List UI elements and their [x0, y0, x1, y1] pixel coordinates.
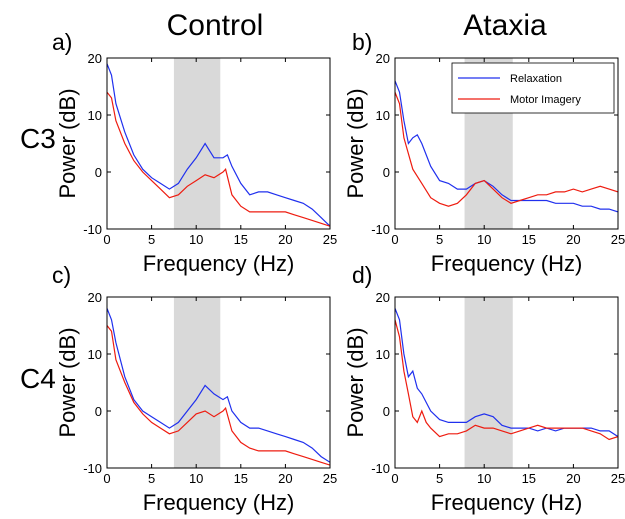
- legend-label-relaxation: Relaxation: [510, 73, 562, 85]
- column-title-ataxia: Ataxia: [463, 9, 547, 42]
- y-tick-label: 20: [88, 290, 102, 305]
- y-tick-label: 0: [95, 404, 102, 419]
- x-tick-label: 5: [148, 232, 155, 247]
- shaded-alpha-band: [464, 297, 513, 468]
- x-tick-label: 5: [436, 471, 443, 486]
- series-line-motor-imagery: [107, 91, 330, 227]
- x-tick-label: 25: [611, 471, 625, 486]
- axes-frame: [106, 296, 331, 469]
- x-tick-label: 0: [103, 232, 110, 247]
- y-tick-label: -10: [83, 461, 102, 476]
- panel-letter-d: d): [352, 262, 372, 288]
- legend-box: [451, 62, 615, 114]
- x-tick-label: 0: [391, 232, 398, 247]
- x-tick-label: 25: [611, 232, 625, 247]
- axes-frame: [106, 57, 331, 230]
- x-tick-label: 25: [323, 471, 337, 486]
- x-tick-label: 15: [234, 232, 248, 247]
- y-tick-label: -10: [371, 222, 390, 237]
- x-tick-label: 20: [278, 232, 292, 247]
- x-tick-label: 25: [323, 232, 337, 247]
- column-title-control: Control: [167, 9, 264, 42]
- y-axis-label: Power (dB): [55, 88, 80, 198]
- y-tick-label: 20: [376, 290, 390, 305]
- y-axis-label: Power (dB): [343, 88, 368, 198]
- x-axis-label: Frequency (Hz): [143, 490, 295, 515]
- x-tick-label: 20: [566, 232, 580, 247]
- series-line-motor-imagery: [395, 91, 618, 207]
- series-line-relaxation: [107, 308, 330, 463]
- y-tick-label: 0: [383, 165, 390, 180]
- y-tick-label: 0: [383, 404, 390, 419]
- row-label-c3: C3: [20, 123, 56, 154]
- shaded-alpha-band: [173, 58, 221, 229]
- panel-letter-b: b): [352, 29, 372, 55]
- shaded-alpha-band: [173, 297, 221, 468]
- x-tick-label: 5: [436, 232, 443, 247]
- x-axis-label: Frequency (Hz): [431, 490, 583, 515]
- x-tick-label: 0: [103, 471, 110, 486]
- row-label-c4: C4: [20, 363, 56, 394]
- y-tick-label: -10: [371, 461, 390, 476]
- axes-frame: [394, 57, 619, 230]
- x-tick-label: 0: [391, 471, 398, 486]
- y-tick-label: 20: [88, 51, 102, 66]
- x-tick-label: 10: [189, 232, 203, 247]
- series-line-motor-imagery: [107, 325, 330, 466]
- legend-label-motor-imagery: Motor Imagery: [510, 94, 581, 106]
- x-tick-label: 5: [148, 471, 155, 486]
- x-tick-label: 10: [477, 232, 491, 247]
- y-axis-label: Power (dB): [343, 327, 368, 437]
- x-tick-label: 10: [189, 471, 203, 486]
- y-tick-label: 20: [376, 51, 390, 66]
- panel-letter-a: a): [52, 29, 72, 55]
- x-tick-label: 15: [522, 471, 536, 486]
- y-tick-label: 0: [95, 165, 102, 180]
- y-tick-label: 10: [376, 108, 390, 123]
- x-tick-label: 10: [477, 471, 491, 486]
- x-tick-label: 20: [278, 471, 292, 486]
- y-tick-label: 10: [376, 347, 390, 362]
- series-line-relaxation: [107, 63, 330, 227]
- y-tick-label: 10: [88, 347, 102, 362]
- legend: Relaxation Motor Imagery: [451, 62, 615, 114]
- axes-frame: [394, 296, 619, 469]
- panel-letter-c: c): [52, 262, 71, 288]
- series-line-motor-imagery: [395, 319, 618, 441]
- x-axis-label: Frequency (Hz): [143, 251, 295, 276]
- series-line-relaxation: [395, 80, 618, 213]
- y-tick-label: 10: [88, 108, 102, 123]
- x-tick-label: 20: [566, 471, 580, 486]
- x-tick-label: 15: [234, 471, 248, 486]
- y-tick-label: -10: [83, 222, 102, 237]
- x-tick-label: 15: [522, 232, 536, 247]
- y-axis-label: Power (dB): [55, 327, 80, 437]
- x-axis-label: Frequency (Hz): [431, 251, 583, 276]
